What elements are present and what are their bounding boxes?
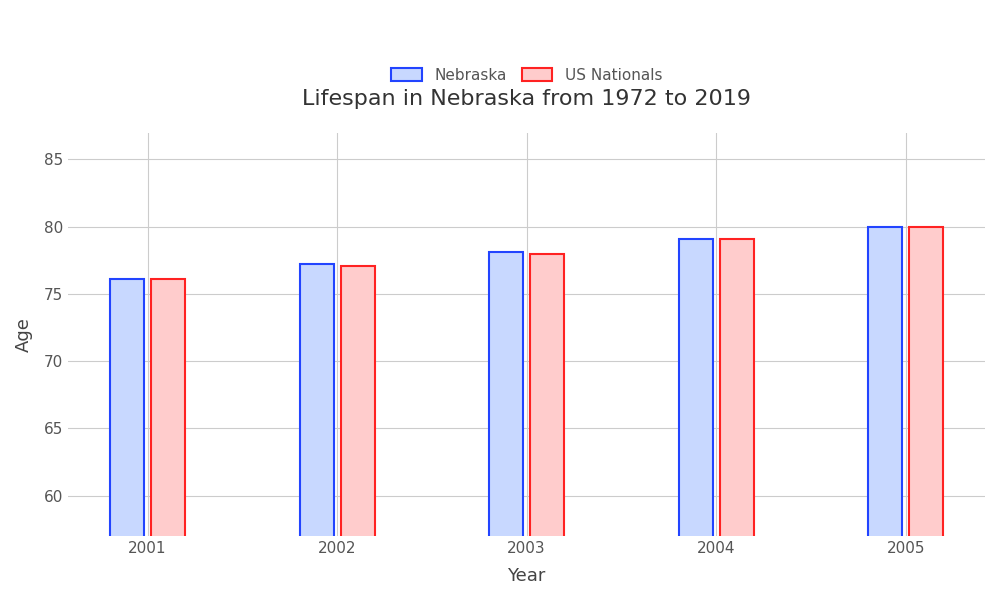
Legend: Nebraska, US Nationals: Nebraska, US Nationals bbox=[391, 68, 662, 83]
Bar bbox=[909, 227, 943, 600]
Bar bbox=[679, 239, 713, 600]
Bar bbox=[720, 239, 754, 600]
Y-axis label: Age: Age bbox=[15, 317, 33, 352]
Bar bbox=[341, 266, 375, 600]
X-axis label: Year: Year bbox=[507, 567, 546, 585]
Title: Lifespan in Nebraska from 1972 to 2019: Lifespan in Nebraska from 1972 to 2019 bbox=[302, 89, 751, 109]
Bar bbox=[489, 252, 523, 600]
Bar bbox=[151, 279, 185, 600]
Bar bbox=[868, 227, 902, 600]
Bar bbox=[300, 265, 334, 600]
Bar bbox=[110, 279, 144, 600]
Bar bbox=[530, 254, 564, 600]
